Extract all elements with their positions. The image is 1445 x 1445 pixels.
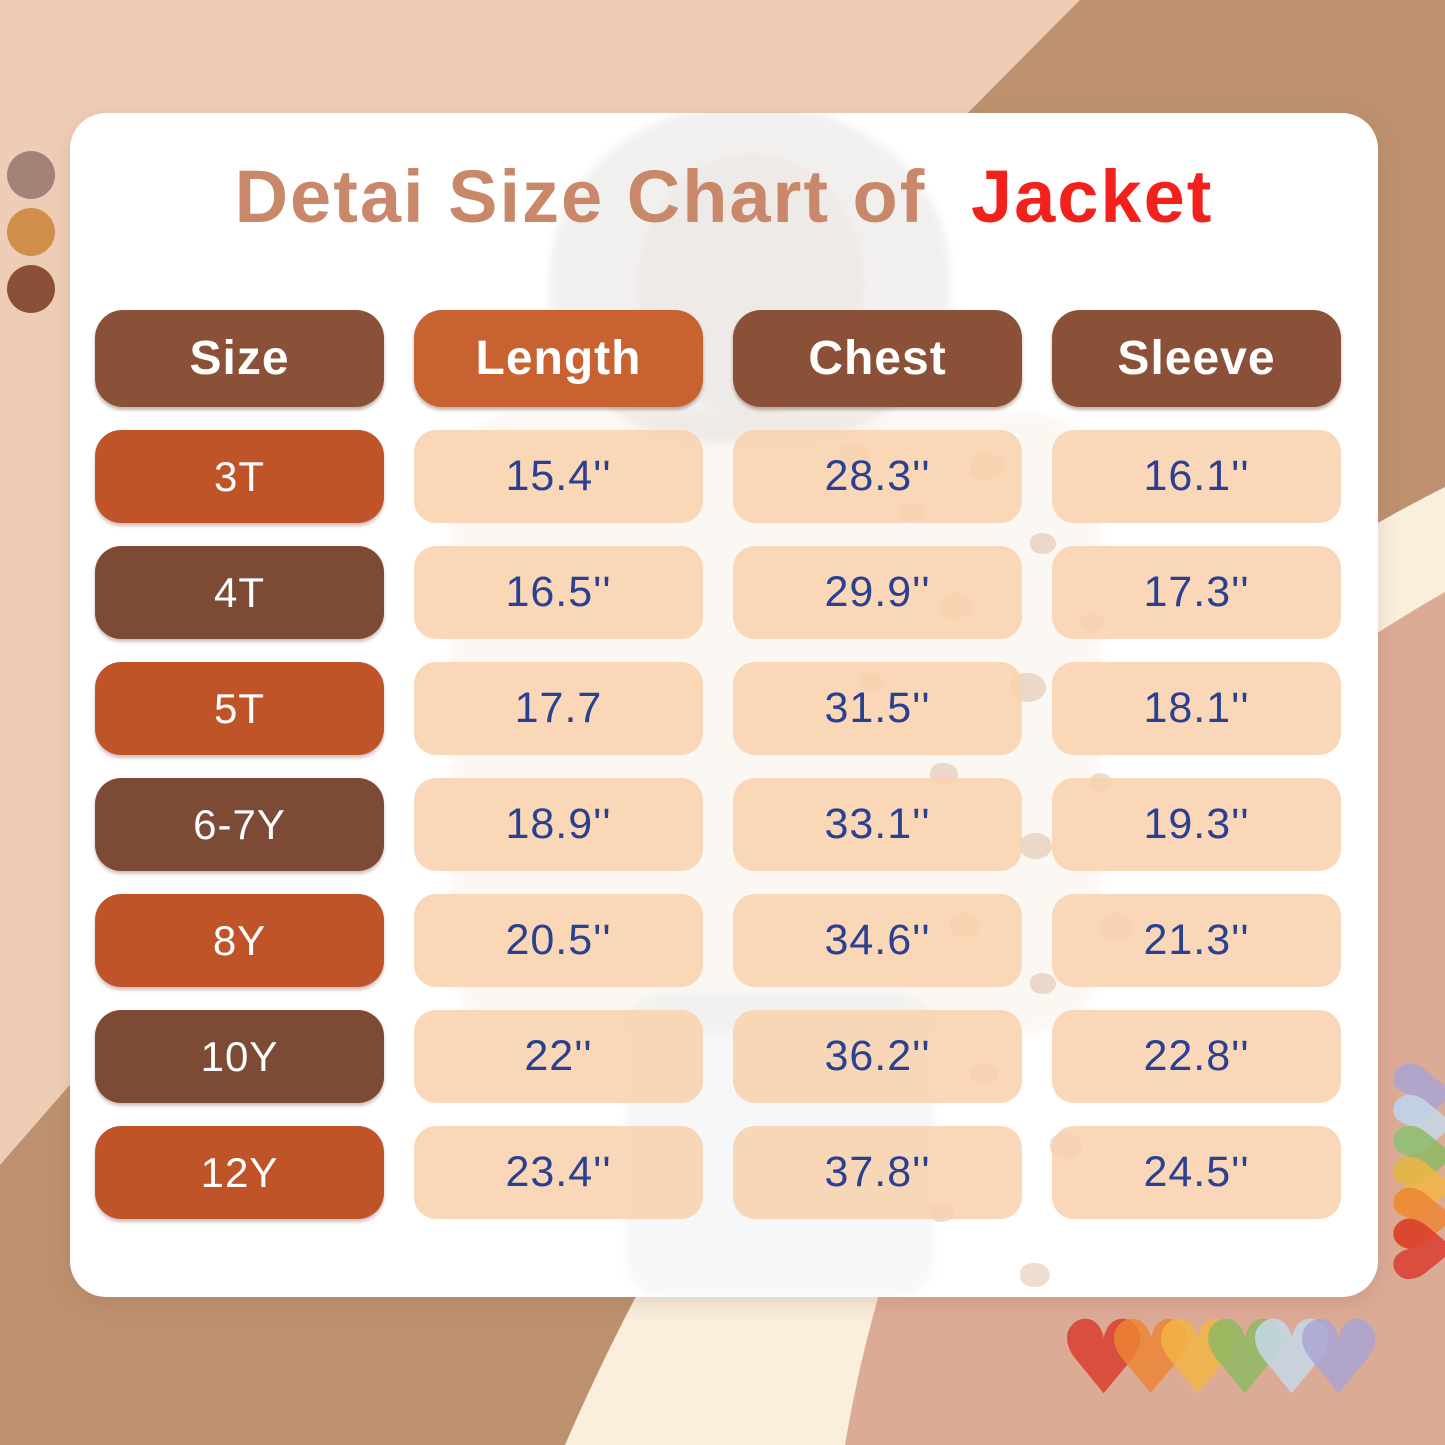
sleeve-cell: 17.3'' [1052,546,1341,639]
chest-value: 31.5'' [824,684,931,732]
length-cell: 17.7 [414,662,703,755]
length-value: 17.7 [514,684,603,732]
size-value: 3T [213,452,265,500]
size-value: 5T [213,684,265,732]
size-cell: 5T [95,662,384,755]
leopard-spot [1020,1263,1050,1287]
header-label: Sleeve [1117,332,1276,385]
size-cell: 8Y [95,894,384,987]
header-cell-sleeve: Sleeve [1052,310,1341,407]
header-cell-size: Size [95,310,384,407]
size-cell: 12Y [95,1126,384,1219]
chest-value: 33.1'' [824,800,931,848]
heart-icon: ♥ [1058,1299,1150,1418]
length-cell: 22'' [414,1010,703,1103]
length-value: 18.9'' [505,800,612,848]
length-value: 16.5'' [505,568,612,616]
length-value: 15.4'' [505,452,612,500]
heart-icon: ♥ [1246,1299,1338,1418]
size-value: 8Y [212,916,267,964]
length-value: 22'' [524,1032,593,1080]
sleeve-cell: 19.3'' [1052,778,1341,871]
header-label: Size [189,332,290,385]
length-cell: 20.5'' [414,894,703,987]
length-cell: 15.4'' [414,430,703,523]
length-cell: 18.9'' [414,778,703,871]
heart-icon: ♥ [1199,1299,1291,1418]
length-cell: 23.4'' [414,1126,703,1219]
length-value: 20.5'' [505,916,612,964]
sleeve-value: 19.3'' [1143,800,1250,848]
chest-value: 37.8'' [824,1148,931,1196]
chest-value: 28.3'' [824,452,931,500]
heart-icon: ♥ [1152,1299,1244,1418]
length-cell: 16.5'' [414,546,703,639]
chest-cell: 37.8'' [733,1126,1022,1219]
header-label: Length [475,332,642,385]
chest-cell: 31.5'' [733,662,1022,755]
sleeve-value: 17.3'' [1143,568,1250,616]
heart-icon: ♥ [1377,1211,1445,1286]
sleeve-value: 22.8'' [1143,1032,1250,1080]
header-cell-chest: Chest [733,310,1022,407]
size-value: 6-7Y [193,800,286,848]
sleeve-value: 21.3'' [1143,916,1250,964]
chest-value: 36.2'' [824,1032,931,1080]
title-text: Detai Size Chart of [234,155,927,238]
palette-dot [7,208,55,256]
length-value: 23.4'' [505,1148,612,1196]
sleeve-value: 24.5'' [1143,1148,1250,1196]
heart-icon: ♥ [1293,1299,1385,1418]
size-cell: 10Y [95,1010,384,1103]
color-palette-dots [7,151,55,313]
size-table: Size Length Chest Sleeve 3T 15.4'' 28.3'… [95,310,1341,1219]
sleeve-cell: 22.8'' [1052,1010,1341,1103]
chest-cell: 34.6'' [733,894,1022,987]
sleeve-value: 16.1'' [1143,452,1250,500]
size-cell: 4T [95,546,384,639]
size-value: 4T [213,568,265,616]
size-chart-card: Detai Size Chart of Jacket Size Length C… [70,113,1378,1297]
sleeve-cell: 16.1'' [1052,430,1341,523]
heart-icon: ♥ [1105,1299,1197,1418]
palette-dot [7,265,55,313]
page-title: Detai Size Chart of Jacket [70,113,1378,242]
header-label: Chest [808,332,947,385]
size-cell: 3T [95,430,384,523]
size-value: 10Y [200,1032,279,1080]
chest-cell: 36.2'' [733,1010,1022,1103]
chest-cell: 29.9'' [733,546,1022,639]
chest-value: 34.6'' [824,916,931,964]
chest-value: 29.9'' [824,568,931,616]
title-product-name: Jacket [970,155,1214,238]
sleeve-cell: 18.1'' [1052,662,1341,755]
header-cell-length: Length [414,310,703,407]
size-value: 12Y [200,1148,279,1196]
sleeve-value: 18.1'' [1143,684,1250,732]
sleeve-cell: 24.5'' [1052,1126,1341,1219]
size-cell: 6-7Y [95,778,384,871]
sleeve-cell: 21.3'' [1052,894,1341,987]
palette-dot [7,151,55,199]
chest-cell: 33.1'' [733,778,1022,871]
chest-cell: 28.3'' [733,430,1022,523]
